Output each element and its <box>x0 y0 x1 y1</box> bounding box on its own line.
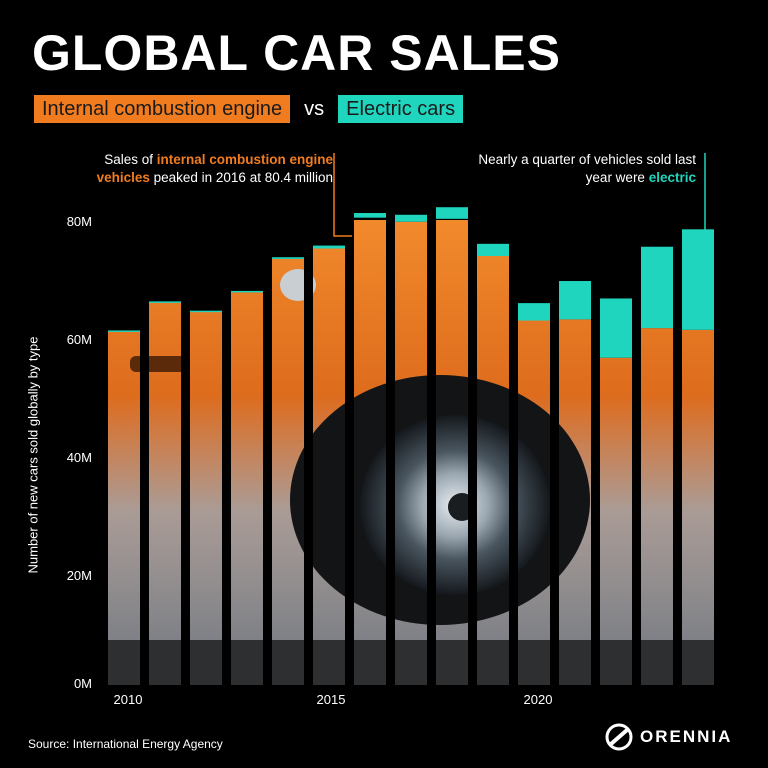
ice-bar-2011 <box>149 302 181 685</box>
ev-bar-2012 <box>190 310 222 313</box>
ev-bar-2016 <box>354 213 386 218</box>
ice-bar-2014 <box>272 259 304 685</box>
x-tick-2020: 2020 <box>523 692 553 707</box>
x-tick-2010: 2010 <box>113 692 143 707</box>
ev-bar-2015 <box>313 245 345 249</box>
ev-bar-2021 <box>559 281 591 320</box>
ev-bar-2019 <box>477 243 509 257</box>
y-tick-80: 80M <box>66 214 92 229</box>
ice-bar-2023 <box>641 328 673 685</box>
ev-bar-2024 <box>682 229 714 330</box>
ev-bar-2011 <box>149 301 181 303</box>
legend-vs: vs <box>304 97 325 120</box>
annotation-ice-peak: Sales of internal combustion engine vehi… <box>96 152 333 185</box>
logo-text: ORENNIA <box>640 727 733 746</box>
orennia-logo-icon <box>605 723 633 751</box>
legend-ev: Electric cars <box>338 95 464 123</box>
ice-bar-2024 <box>682 330 714 685</box>
annotation-ev-share: Nearly a quarter of vehicles sold last y… <box>478 152 696 185</box>
annotation-leader-ice <box>333 153 352 237</box>
ice-bar-2012 <box>190 311 222 685</box>
ev-bar-2017 <box>395 214 427 222</box>
y-tick-40: 40M <box>66 450 92 465</box>
y-tick-60: 60M <box>66 332 92 347</box>
ice-bar-2022 <box>600 358 632 685</box>
ev-bar-2018 <box>436 207 468 219</box>
ice-bar-2018 <box>436 219 468 685</box>
x-tick-2015: 2015 <box>316 692 346 707</box>
ice-bar-2017 <box>395 222 427 685</box>
ev-bar-2014 <box>272 257 304 259</box>
ice-bar-2013 <box>231 292 263 685</box>
ice-bar-2015 <box>313 248 345 685</box>
ice-bar-2020 <box>518 321 550 685</box>
bar-separators <box>108 218 714 685</box>
legend: Internal combustion engine vs Electric c… <box>34 95 464 123</box>
chart-title: GLOBAL CAR SALES <box>32 25 561 81</box>
ev-bar-2022 <box>600 298 632 358</box>
ev-bar-2013 <box>231 290 263 293</box>
ev-series <box>108 207 714 358</box>
orennia-logo: ORENNIA <box>604 722 732 752</box>
ice-bar-2019 <box>477 256 509 685</box>
ev-bar-2020 <box>518 303 550 321</box>
ice-bar-2010 <box>108 330 140 685</box>
legend-ice: Internal combustion engine <box>34 95 291 123</box>
ice-bar-2016 <box>354 218 386 685</box>
ice-bar-2021 <box>559 319 591 685</box>
y-tick-0: 0M <box>73 676 92 691</box>
ev-bar-2010 <box>108 330 140 332</box>
source-note: Source: International Energy Agency <box>28 737 223 751</box>
ev-bar-2023 <box>641 246 673 329</box>
y-tick-20: 20M <box>66 568 92 583</box>
